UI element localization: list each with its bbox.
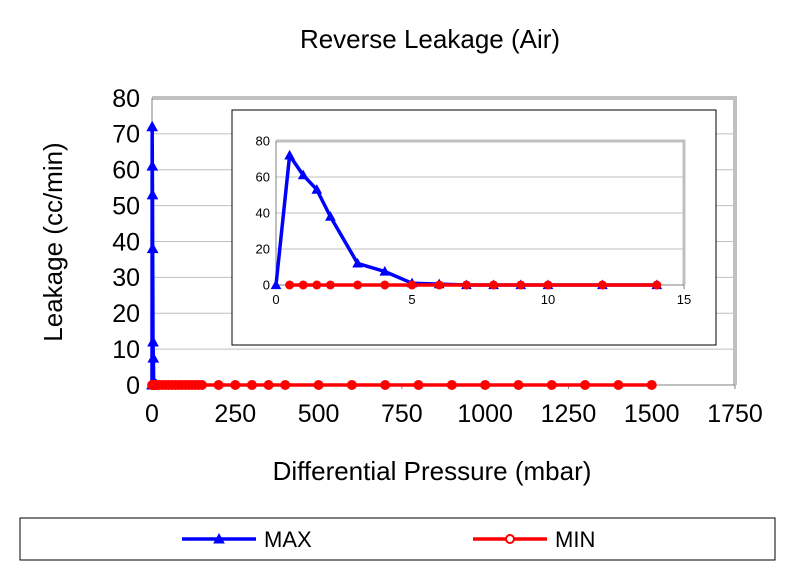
y-tick-label: 20 — [256, 242, 270, 257]
legend-marker-max — [213, 532, 225, 544]
data-point-min — [613, 380, 624, 390]
data-point-min — [353, 280, 363, 290]
data-point-max — [146, 160, 159, 171]
data-point-min — [213, 380, 224, 390]
x-tick-label: 1250 — [541, 400, 597, 428]
x-tick-label: 750 — [381, 400, 423, 428]
data-point-min — [246, 380, 257, 390]
data-point-min — [312, 280, 322, 290]
data-point-max — [147, 352, 160, 363]
plot-frame — [152, 96, 737, 385]
y-tick-label: 40 — [256, 206, 270, 221]
data-point-min — [280, 380, 291, 390]
data-point-min — [446, 380, 457, 390]
x-tick-label: 0 — [272, 292, 279, 307]
data-point-min — [434, 280, 444, 290]
inset-frame — [231, 109, 717, 346]
y-tick-label: 50 — [112, 192, 140, 220]
data-point-max — [146, 188, 159, 200]
data-point-min — [285, 280, 295, 290]
x-tick-label: 1000 — [457, 400, 513, 428]
chart-title: Reverse Leakage (Air) — [300, 24, 560, 54]
data-point-max — [325, 211, 336, 221]
data-point-min — [652, 280, 662, 290]
data-point-min — [407, 280, 417, 290]
x-tick-label: 1500 — [624, 400, 680, 428]
data-point-min — [380, 280, 390, 290]
data-point-min — [513, 380, 524, 390]
y-tick-label: 80 — [112, 85, 140, 113]
data-point-max — [379, 265, 391, 276]
y-tick-label: 0 — [263, 278, 270, 293]
x-tick-label: 5 — [408, 292, 415, 307]
data-point-min — [646, 380, 657, 390]
data-point-min — [580, 380, 591, 390]
data-point-max — [297, 169, 309, 180]
y-tick-label: 40 — [112, 228, 140, 256]
y-tick-label: 60 — [112, 157, 140, 185]
data-point-min — [489, 280, 499, 290]
legend — [19, 517, 776, 561]
data-point-min — [196, 380, 207, 390]
data-point-min — [346, 380, 357, 390]
data-point-min — [461, 280, 471, 290]
x-axis-label: Differential Pressure (mbar) — [273, 456, 592, 486]
data-point-min — [298, 280, 308, 290]
data-point-min — [516, 280, 526, 290]
data-point-max — [311, 184, 323, 194]
y-tick-label: 0 — [126, 372, 140, 400]
legend-label-min: MIN — [555, 527, 595, 552]
x-tick-label: 15 — [677, 292, 691, 307]
y-tick-label: 10 — [112, 336, 140, 364]
data-point-min — [597, 280, 607, 290]
data-point-min — [325, 280, 335, 290]
legend-label-max: MAX — [264, 527, 312, 552]
data-point-min — [230, 380, 241, 390]
x-tick-label: 250 — [214, 400, 256, 428]
data-point-min — [543, 280, 553, 290]
y-tick-label: 60 — [256, 170, 270, 185]
legend-marker-min — [505, 534, 515, 544]
data-point-max — [146, 242, 159, 254]
data-point-min — [413, 380, 424, 390]
y-tick-label: 30 — [112, 264, 140, 292]
plot-frame — [276, 139, 686, 285]
data-point-max — [270, 279, 282, 290]
data-point-min — [480, 380, 491, 390]
data-point-max — [352, 257, 363, 268]
x-tick-label: 1750 — [707, 400, 763, 428]
y-tick-label: 20 — [112, 300, 140, 328]
data-point-max — [146, 120, 159, 132]
data-point-max — [147, 335, 159, 347]
x-tick-label: 10 — [541, 292, 555, 307]
data-point-min — [313, 380, 324, 390]
x-tick-label: 0 — [145, 400, 159, 428]
y-tick-label: 70 — [112, 121, 140, 149]
y-axis-label: Leakage (cc/min) — [38, 142, 68, 341]
y-tick-label: 80 — [256, 134, 270, 149]
data-point-min — [546, 380, 557, 390]
data-point-min — [263, 380, 274, 390]
data-point-max — [284, 149, 295, 160]
data-point-min — [380, 380, 391, 390]
x-tick-label: 500 — [298, 400, 340, 428]
